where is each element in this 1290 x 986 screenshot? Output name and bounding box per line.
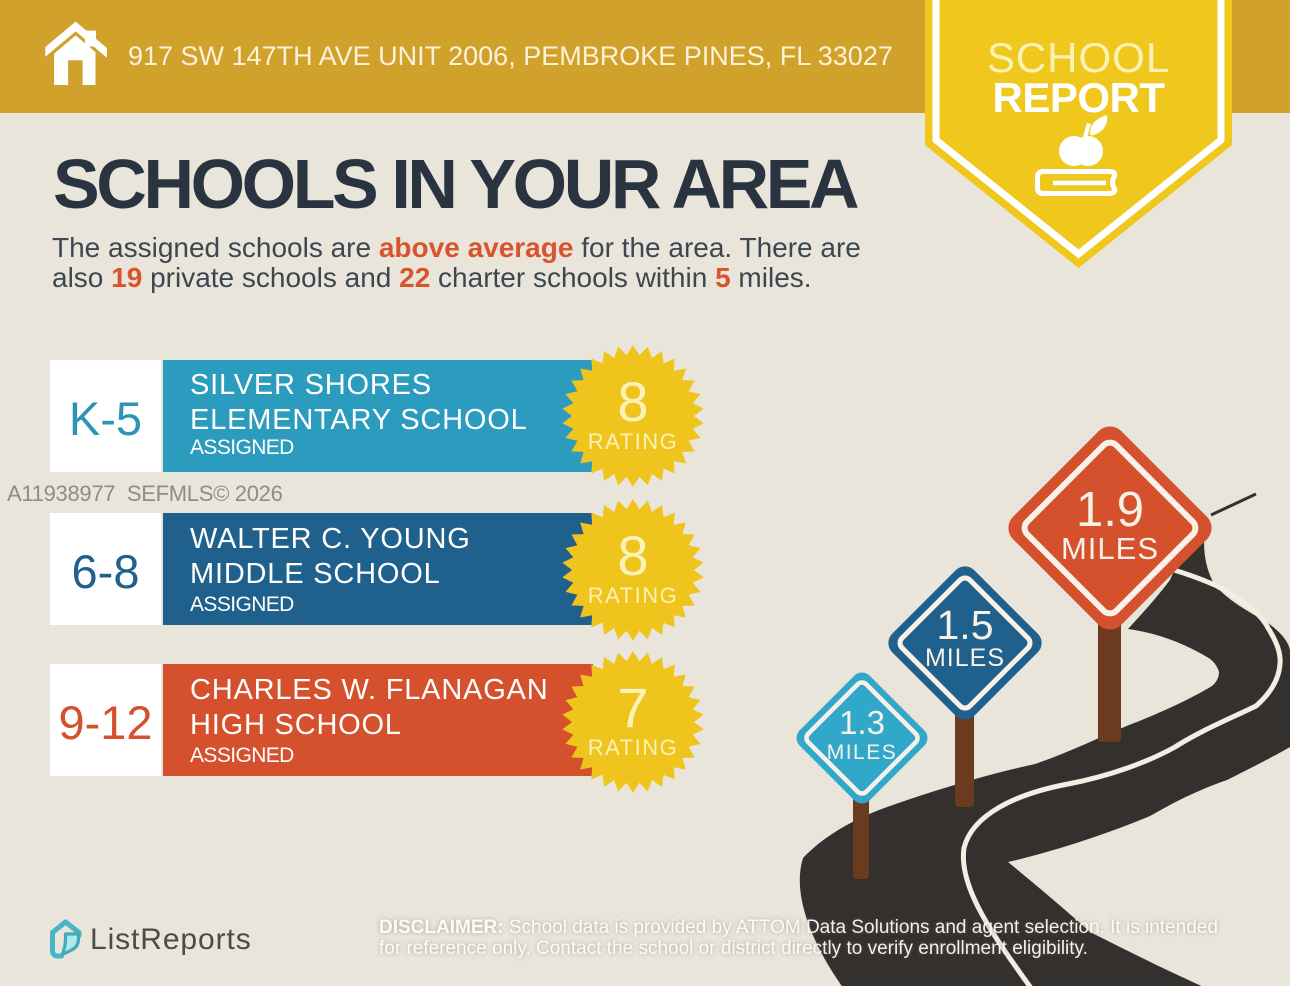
svg-text:MILES: MILES (1061, 531, 1159, 566)
svg-text:8: 8 (617, 524, 648, 587)
svg-text:RATING: RATING (588, 735, 678, 760)
svg-text:MILES: MILES (827, 741, 898, 764)
svg-text:MILES: MILES (925, 644, 1005, 672)
svg-text:1.3: 1.3 (839, 704, 885, 741)
svg-text:1.9: 1.9 (1076, 483, 1144, 537)
svg-text:1.5: 1.5 (937, 602, 994, 648)
svg-text:SCHOOL: SCHOOL (987, 34, 1170, 81)
svg-text:RATING: RATING (588, 583, 678, 608)
svg-text:7: 7 (617, 676, 648, 739)
svg-text:REPORT: REPORT (992, 74, 1165, 121)
svg-text:RATING: RATING (588, 429, 678, 454)
svg-text:8: 8 (617, 370, 648, 433)
